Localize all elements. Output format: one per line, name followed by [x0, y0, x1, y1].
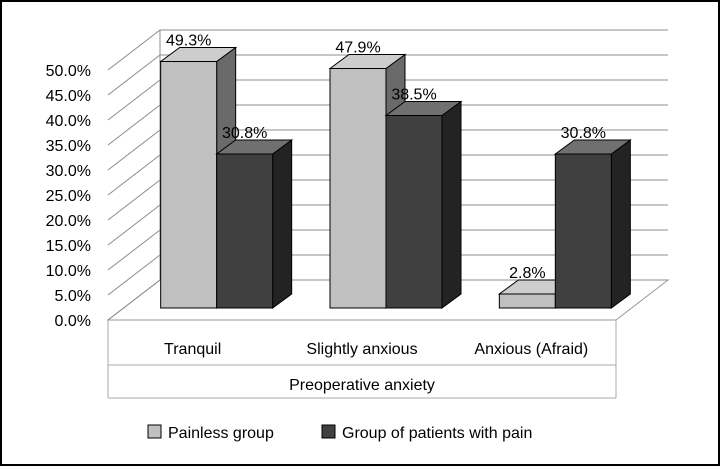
- gridline-side: [107, 229, 161, 271]
- category-label: Slightly anxious: [306, 341, 417, 358]
- bar-side: [272, 139, 293, 309]
- x-axis-title: Preoperative anxiety: [289, 377, 435, 394]
- bar-pain: [216, 153, 274, 309]
- gridline-side: [107, 104, 161, 146]
- y-tick-label: 5.0%: [55, 288, 91, 305]
- y-tick-label: 0.0%: [55, 313, 91, 330]
- legend-swatch: [147, 424, 162, 439]
- data-label: 30.8%: [222, 125, 267, 142]
- y-tick-label: 30.0%: [46, 163, 91, 180]
- gridline-side: [107, 179, 161, 221]
- y-tick-label: 45.0%: [46, 88, 91, 105]
- bar-pain: [554, 153, 612, 309]
- bar-pain: [385, 115, 443, 309]
- gridline-side: [107, 29, 161, 71]
- data-label: 30.8%: [561, 125, 606, 142]
- legend-label: Group of patients with pain: [342, 425, 532, 442]
- category-label: Tranquil: [164, 341, 221, 358]
- bar-painless: [329, 68, 387, 309]
- bar-painless: [160, 61, 218, 309]
- y-tick-label: 25.0%: [46, 188, 91, 205]
- data-label: 2.8%: [509, 265, 545, 282]
- legend-label: Painless group: [168, 425, 274, 442]
- y-tick-label: 15.0%: [46, 238, 91, 255]
- gridline-side: [107, 54, 161, 96]
- y-tick-label: 35.0%: [46, 138, 91, 155]
- y-tick-label: 50.0%: [46, 63, 91, 80]
- gridline-side: [107, 154, 161, 196]
- bar-side: [610, 139, 631, 309]
- gridline-side: [107, 129, 161, 171]
- legend-swatch: [321, 424, 336, 439]
- data-label: 49.3%: [166, 33, 211, 50]
- legend: Painless group Group of patients with pai…: [147, 424, 532, 442]
- gridline-side: [107, 254, 161, 296]
- gridline-side: [107, 279, 161, 321]
- gridline-side: [107, 204, 161, 246]
- bar-painless: [498, 293, 556, 309]
- data-label: 38.5%: [391, 87, 436, 104]
- bar-side: [441, 100, 462, 309]
- y-tick-label: 40.0%: [46, 113, 91, 130]
- y-tick-label: 20.0%: [46, 213, 91, 230]
- data-label: 47.9%: [335, 40, 380, 57]
- y-tick-label: 10.0%: [46, 263, 91, 280]
- gridline-side: [107, 79, 161, 121]
- chart-svg: 0.0% 5.0% 10.0% 15.0% 20.0% 25.0% 30.0% 35.0% 40…: [46, 29, 670, 442]
- category-label: Anxious (Afraid): [474, 341, 588, 358]
